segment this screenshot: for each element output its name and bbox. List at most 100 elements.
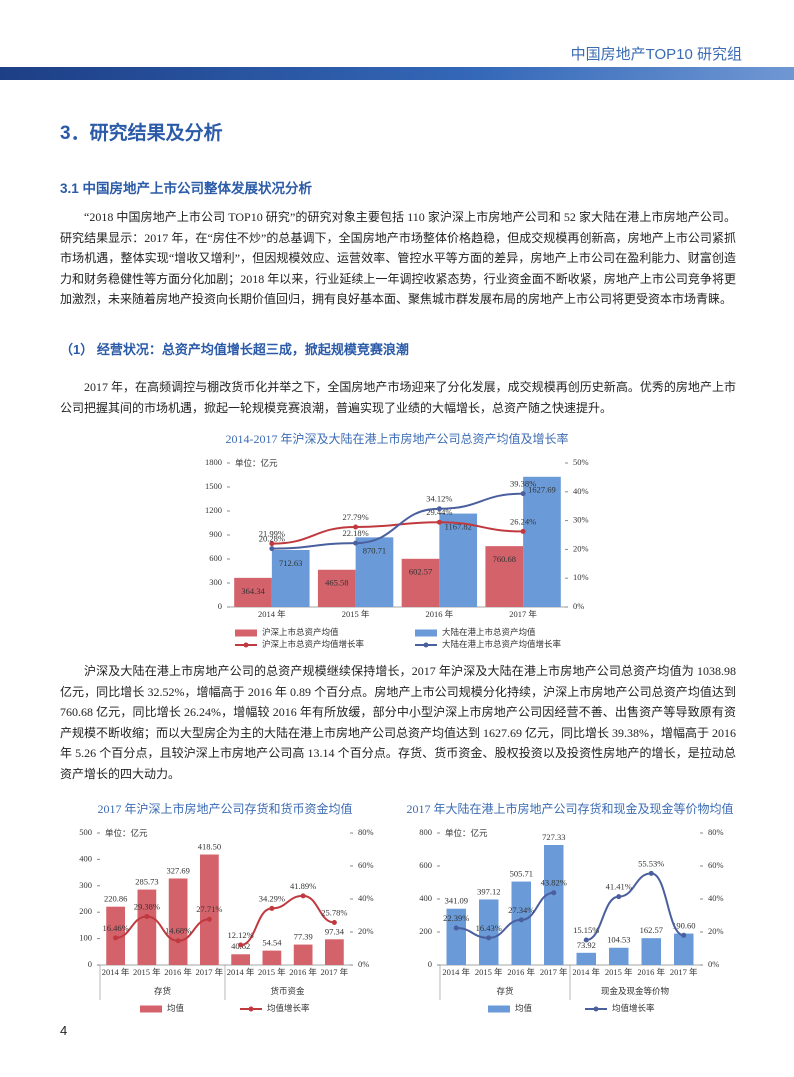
- section-title: 3．研究结果及分析: [60, 123, 223, 144]
- data-label: 27.71%: [196, 904, 222, 914]
- data-label: 1627.69: [528, 485, 556, 495]
- y-tick-label: 0: [428, 959, 432, 969]
- bar: [641, 938, 661, 965]
- legend-swatch: [593, 1006, 599, 1012]
- chart-title: 2017 年沪深上市房地产公司存货和货币资金均值: [97, 801, 352, 816]
- y2-tick-label: 40%: [358, 893, 374, 903]
- y2-tick-label: 20%: [708, 926, 724, 936]
- data-label: 29.38%: [134, 901, 160, 911]
- legend-label: 大陆在港上市总资产均值: [442, 627, 536, 637]
- point: [113, 935, 119, 941]
- y2-tick-label: 80%: [358, 827, 374, 837]
- line: [271, 521, 524, 545]
- data-label: 34.12%: [426, 494, 452, 504]
- x-tick-label: 2017 年: [509, 609, 537, 619]
- point: [175, 938, 181, 944]
- data-label: 73.92: [577, 940, 596, 950]
- line: [115, 915, 210, 942]
- y-tick-label: 300: [209, 577, 222, 587]
- point: [353, 524, 359, 530]
- x-tick-label: 2017 年: [196, 967, 224, 977]
- data-label: 16.46%: [103, 923, 129, 933]
- point: [436, 519, 442, 525]
- chart-title: 2014-2017 年沪深及大陆在港上市房地产公司总资产均值及增长率: [226, 431, 569, 446]
- y-tick-label: 400: [419, 893, 432, 903]
- bar: [544, 844, 564, 965]
- y2-tick-label: 20%: [573, 543, 589, 553]
- x-tick-label: 2017 年: [540, 967, 568, 977]
- y2-tick-label: 40%: [708, 893, 724, 903]
- y2-tick-label: 60%: [708, 860, 724, 870]
- legend-label: 均值增长率: [267, 1003, 310, 1013]
- point: [648, 870, 654, 876]
- bar: [511, 881, 531, 965]
- bar: [262, 950, 282, 965]
- legend-label: 沪深上市总资产均值增长率: [262, 639, 365, 649]
- data-label: 418.50: [198, 841, 221, 851]
- legend-label: 大陆在港上市总资产均值增长率: [442, 639, 562, 649]
- point: [300, 893, 306, 899]
- data-label: 22.39%: [443, 913, 469, 923]
- bar: [325, 939, 344, 965]
- data-label: 162.57: [640, 925, 663, 935]
- y-tick-label: 1200: [205, 505, 222, 515]
- y2-tick-label: 0%: [708, 959, 719, 969]
- bar: [200, 854, 219, 965]
- legend-swatch: [235, 629, 257, 637]
- x-tick-label: 2016 年: [507, 967, 535, 977]
- point: [269, 546, 275, 552]
- point: [144, 914, 150, 920]
- legend-label: 均值: [167, 1003, 185, 1013]
- bar: [485, 546, 524, 607]
- legend-label: 沪深上市总资产均值: [262, 627, 339, 637]
- x-tick-label: 2015 年: [475, 967, 503, 977]
- point: [520, 491, 526, 497]
- data-label: 34.29%: [259, 893, 285, 903]
- point: [453, 925, 459, 931]
- data-label: 15.15%: [573, 925, 599, 935]
- x-tick-label: 2014 年: [258, 609, 286, 619]
- legend-swatch: [423, 642, 429, 648]
- data-label: 54.54: [262, 938, 282, 948]
- data-label: 397.12: [477, 886, 500, 896]
- x-tick-label: 2015 年: [133, 967, 161, 977]
- data-label: 220.86: [104, 894, 127, 904]
- unit-label: 单位：亿元: [235, 458, 278, 468]
- y-tick-label: 500: [79, 827, 92, 837]
- data-label: 41.41%: [606, 882, 632, 892]
- legend-label: 均值增长率: [612, 1003, 655, 1013]
- y2-tick-label: 60%: [358, 860, 374, 870]
- data-label: 870.71: [363, 545, 386, 555]
- point: [331, 919, 337, 925]
- data-label: 27.79%: [343, 512, 369, 522]
- line: [586, 872, 685, 942]
- data-label: 285.73: [135, 877, 158, 887]
- y-tick-label: 200: [419, 926, 432, 936]
- bar: [168, 878, 188, 965]
- bar: [355, 537, 394, 607]
- point: [486, 935, 492, 941]
- legend-swatch: [243, 642, 249, 648]
- point: [206, 916, 212, 922]
- data-label: 20.28%: [259, 534, 285, 544]
- y-tick-label: 1800: [205, 457, 222, 467]
- heading: （1） 经营状况：总资产均值增长超三成，掀起规模竞赛浪潮: [60, 342, 409, 357]
- bar: [293, 944, 313, 965]
- y2-tick-label: 80%: [708, 827, 724, 837]
- bar: [137, 889, 157, 965]
- line: [271, 492, 524, 550]
- data-label: 341.09: [445, 896, 468, 906]
- data-label: 12.12%: [228, 930, 254, 940]
- y-tick-label: 0: [88, 959, 92, 969]
- data-label: 26.24%: [510, 516, 536, 526]
- group-label: 货币资金: [270, 986, 305, 996]
- chart-title: 2017 年大陆在港上市房地产公司存货和现金及现金等价物均值: [406, 801, 733, 816]
- data-label: 77.39: [294, 932, 313, 942]
- data-label: 97.34: [325, 926, 345, 936]
- y-tick-label: 800: [419, 827, 432, 837]
- page-number: 4: [60, 1023, 68, 1038]
- data-label: 14.68%: [165, 926, 191, 936]
- data-label: 55.53%: [638, 858, 664, 868]
- data-label: 465.58: [325, 578, 348, 588]
